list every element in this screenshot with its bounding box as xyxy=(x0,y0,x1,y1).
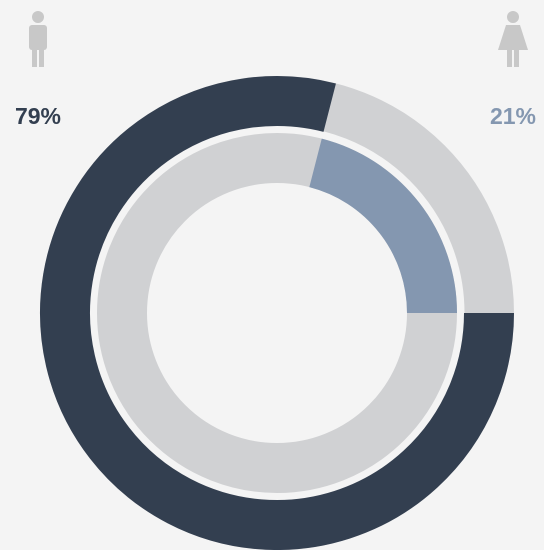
ring-gap xyxy=(89,125,465,501)
man-icon xyxy=(29,11,47,67)
woman-icon xyxy=(498,11,528,67)
value-label: 79% xyxy=(15,103,61,129)
ring-segment xyxy=(40,76,514,550)
value-label: 21% xyxy=(490,103,536,129)
ring-segment xyxy=(308,138,457,314)
